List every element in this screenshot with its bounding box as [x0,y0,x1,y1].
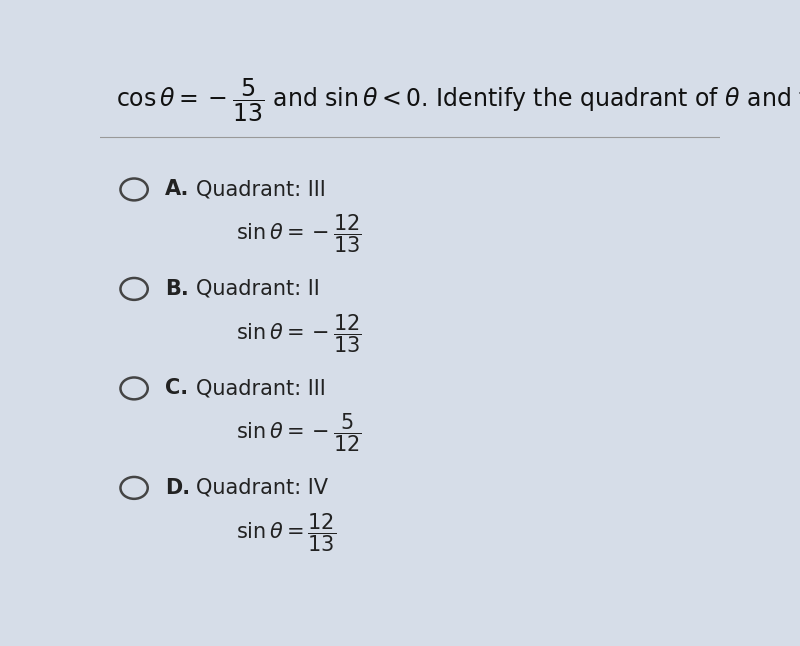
Text: C.: C. [165,379,188,399]
Text: B.: B. [165,279,189,299]
Text: Quadrant: IV: Quadrant: IV [196,478,328,498]
Text: A.: A. [165,180,190,200]
Text: $\sin \theta = -\dfrac{12}{13}$: $\sin \theta = -\dfrac{12}{13}$ [237,313,362,355]
Text: Quadrant: III: Quadrant: III [196,180,326,200]
Text: Quadrant: II: Quadrant: II [196,279,320,299]
Text: $\sin \theta = -\dfrac{12}{13}$: $\sin \theta = -\dfrac{12}{13}$ [237,213,362,255]
Text: $\sin \theta = \dfrac{12}{13}$: $\sin \theta = \dfrac{12}{13}$ [237,512,337,554]
Circle shape [121,377,148,399]
Text: D.: D. [165,478,190,498]
Circle shape [121,278,148,300]
Text: $\sin \theta = -\dfrac{5}{12}$: $\sin \theta = -\dfrac{5}{12}$ [237,412,362,454]
Text: Quadrant: III: Quadrant: III [196,379,326,399]
Circle shape [121,477,148,499]
Circle shape [121,178,148,200]
Text: $\cos \theta = -\dfrac{5}{13}$ and $\sin \theta < 0$. Identify the quadrant of $: $\cos \theta = -\dfrac{5}{13}$ and $\sin… [115,76,800,123]
